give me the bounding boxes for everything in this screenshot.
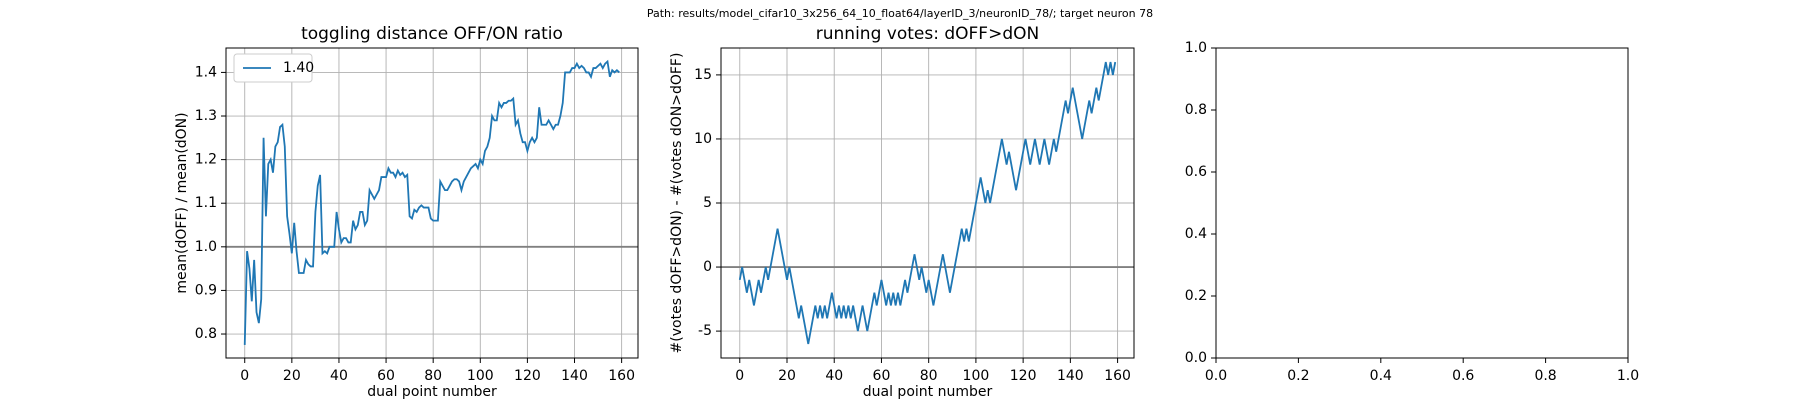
x-tick-label: 0.8 — [1534, 368, 1556, 384]
y-tick-label: 1.3 — [195, 108, 217, 124]
x-tick-label: 0.6 — [1452, 368, 1474, 384]
data-line — [738, 61, 1117, 345]
x-tick-label: 60 — [377, 368, 395, 384]
x-tick-label: 140 — [561, 368, 588, 384]
y-tick-label: 0.8 — [1185, 102, 1207, 118]
y-tick-label: 0.9 — [195, 282, 217, 298]
x-tick-label: 0 — [735, 368, 744, 384]
legend-box — [233, 53, 313, 83]
x-tick-label: 100 — [963, 368, 990, 384]
legend-label: 1.40 — [283, 60, 314, 76]
y-tick-label: 15 — [694, 67, 712, 83]
x-tick-label: 60 — [873, 368, 891, 384]
y-tick-label: 1.0 — [195, 239, 217, 255]
x-tick-label: 1.0 — [1617, 368, 1639, 384]
x-tick-label: 20 — [283, 368, 301, 384]
x-tick-label: 120 — [514, 368, 541, 384]
suptitle: Path: results/model_cifar10_3x256_64_10_… — [647, 7, 1153, 20]
x-tick-label: 80 — [424, 368, 442, 384]
axes-frame — [1215, 47, 1629, 359]
y-tick-label: 1.2 — [195, 152, 217, 168]
y-tick-label: 0.4 — [1185, 226, 1207, 242]
x-axis-label: dual point number — [367, 384, 497, 400]
x-tick-label: 40 — [330, 368, 348, 384]
y-tick-label: 1.1 — [195, 195, 217, 211]
x-axis-label: dual point number — [863, 384, 993, 400]
x-tick-label: 160 — [608, 368, 635, 384]
data-line — [243, 59, 620, 345]
y-axis-label: mean(dOFF) / mean(dON) — [174, 112, 190, 293]
x-tick-label: 160 — [1104, 368, 1131, 384]
y-tick-label: 1.0 — [1185, 40, 1207, 56]
y-tick-label: 5 — [703, 195, 712, 211]
y-tick-label: 0 — [703, 259, 712, 275]
x-tick-label: 0 — [240, 368, 249, 384]
y-tick-label: 10 — [694, 131, 712, 147]
axes-frame — [225, 47, 639, 359]
x-tick-label: 140 — [1057, 368, 1084, 384]
x-tick-label: 0.4 — [1370, 368, 1392, 384]
y-tick-label: 0.8 — [195, 326, 217, 342]
x-tick-label: 0.0 — [1205, 368, 1227, 384]
axes-title: toggling distance OFF/ON ratio — [301, 24, 563, 44]
axes-frame — [720, 47, 1135, 359]
x-tick-label: 80 — [920, 368, 938, 384]
y-tick-label: 0.2 — [1185, 288, 1207, 304]
y-tick-label: 1.4 — [195, 64, 217, 80]
x-tick-label: 100 — [467, 368, 494, 384]
y-tick-label: -5 — [698, 323, 712, 339]
y-tick-label: 0.6 — [1185, 164, 1207, 180]
y-axis-label: #(votes dOFF>dON) - #(votes dON>dOFF) — [669, 53, 685, 354]
y-tick-label: 0.0 — [1185, 350, 1207, 366]
axes-title: running votes: dOFF>dON — [816, 24, 1039, 44]
x-tick-label: 40 — [825, 368, 843, 384]
x-tick-label: 120 — [1010, 368, 1037, 384]
x-tick-label: 0.2 — [1287, 368, 1309, 384]
x-tick-label: 20 — [778, 368, 796, 384]
